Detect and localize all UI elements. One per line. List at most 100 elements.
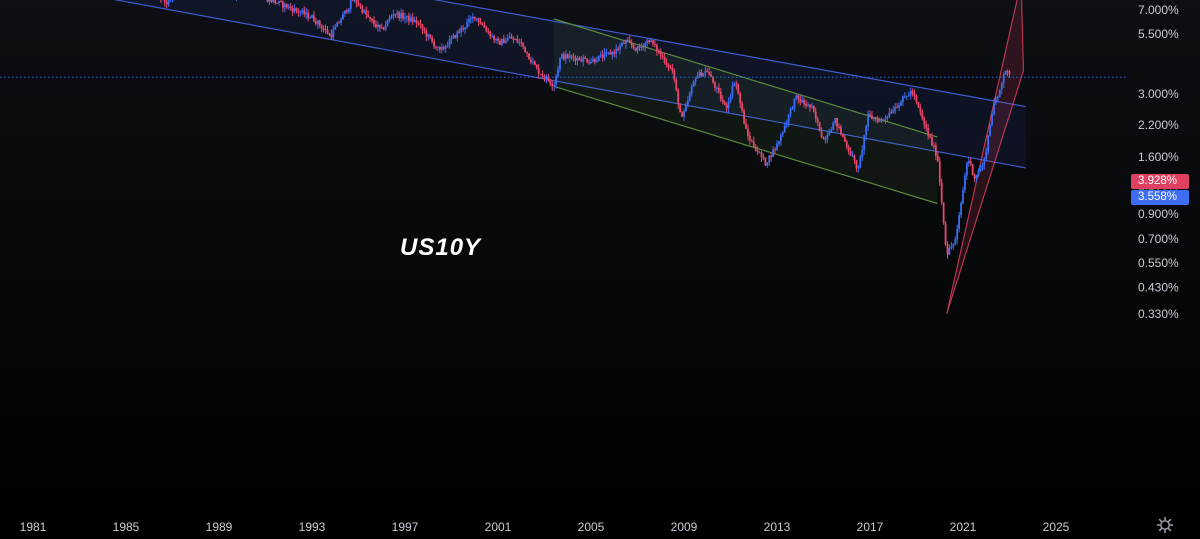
candle-body bbox=[412, 17, 414, 21]
candle-body bbox=[352, 0, 354, 1]
candle-body bbox=[640, 46, 642, 47]
candle-body bbox=[507, 38, 509, 41]
candle-body bbox=[445, 46, 447, 48]
candle-body bbox=[385, 25, 387, 29]
candle-body bbox=[294, 8, 296, 12]
x-tick-label: 2009 bbox=[671, 520, 698, 534]
candle-body bbox=[361, 6, 363, 12]
candle-body bbox=[848, 147, 850, 151]
candle-body bbox=[511, 37, 513, 39]
candle-body bbox=[606, 52, 608, 53]
candle-body bbox=[788, 114, 790, 122]
y-tick-label: 0.330% bbox=[1138, 307, 1179, 321]
candle-body bbox=[515, 39, 517, 40]
symbol-title: US10Y bbox=[400, 234, 481, 262]
candle-body bbox=[286, 4, 288, 8]
candle-body bbox=[604, 53, 606, 58]
candle-up bbox=[954, 236, 956, 245]
candle-body bbox=[472, 17, 474, 19]
candle-body bbox=[485, 28, 487, 31]
candle-body bbox=[797, 95, 799, 98]
candle-body bbox=[272, 0, 274, 2]
candle-body bbox=[394, 14, 396, 15]
candle-body bbox=[658, 52, 660, 53]
candle-body bbox=[408, 16, 410, 22]
candle-body bbox=[267, 0, 269, 2]
candle-body bbox=[635, 48, 637, 51]
candle-body bbox=[648, 40, 650, 42]
candle-body bbox=[910, 91, 912, 96]
candle-body bbox=[869, 114, 871, 116]
candle-body bbox=[321, 26, 323, 29]
candle-body bbox=[416, 20, 418, 23]
candle-body bbox=[761, 152, 763, 157]
candle-body bbox=[536, 65, 538, 68]
candle-body bbox=[642, 46, 644, 47]
candle-body bbox=[947, 245, 949, 255]
candle-body bbox=[398, 12, 400, 18]
candle-body bbox=[423, 29, 425, 31]
candle-body bbox=[931, 137, 933, 145]
candle-body bbox=[619, 46, 621, 49]
candle-body bbox=[164, 0, 166, 2]
candle-body bbox=[830, 130, 832, 133]
candle-body bbox=[329, 34, 331, 35]
candle-body bbox=[664, 57, 666, 63]
candle-body bbox=[714, 83, 716, 88]
candle-body bbox=[598, 56, 600, 61]
candle-body bbox=[381, 27, 383, 28]
candle-body bbox=[832, 123, 834, 130]
candle-body bbox=[561, 54, 563, 58]
y-tick-label: 7.000% bbox=[1138, 3, 1179, 17]
candle-body bbox=[447, 46, 449, 47]
candle-body bbox=[737, 85, 739, 93]
candle-up bbox=[960, 201, 962, 218]
candle-body bbox=[693, 81, 695, 86]
candle-down bbox=[551, 81, 553, 91]
candle-body bbox=[821, 131, 823, 137]
candle-body bbox=[323, 29, 325, 30]
candle-body bbox=[348, 9, 350, 12]
x-tick-label: 1997 bbox=[392, 520, 419, 534]
candle-body bbox=[887, 116, 889, 117]
candle-body bbox=[307, 12, 309, 18]
candle-body bbox=[819, 122, 821, 131]
candle-body bbox=[309, 18, 311, 19]
candle-body bbox=[656, 45, 658, 52]
candle-body bbox=[373, 20, 375, 24]
candle-body bbox=[763, 157, 765, 158]
candle-body bbox=[720, 92, 722, 100]
candle-body bbox=[923, 118, 925, 124]
candle-body bbox=[935, 146, 937, 156]
candle-body bbox=[611, 52, 613, 55]
candle-body bbox=[499, 41, 501, 45]
candle-body bbox=[919, 107, 921, 112]
candle-body bbox=[902, 96, 904, 102]
x-tick-label: 2005 bbox=[578, 520, 605, 534]
candle-body bbox=[660, 52, 662, 56]
candle-body bbox=[650, 40, 652, 42]
candle-body bbox=[929, 136, 931, 138]
candle-body bbox=[1005, 71, 1007, 75]
candle-body bbox=[621, 43, 623, 46]
candle-body bbox=[505, 41, 507, 44]
candle-body bbox=[828, 133, 830, 135]
y-tick-label: 0.900% bbox=[1138, 207, 1179, 221]
gear-icon[interactable] bbox=[1156, 516, 1174, 534]
candle-body bbox=[704, 71, 706, 73]
candle-body bbox=[534, 62, 536, 66]
candle-body bbox=[654, 44, 656, 45]
candle-body bbox=[850, 151, 852, 155]
candle-body bbox=[559, 58, 561, 69]
candle-body bbox=[863, 135, 865, 150]
candle-body bbox=[358, 3, 360, 6]
candle-body bbox=[278, 1, 280, 3]
candle-body bbox=[710, 74, 712, 76]
candle-body bbox=[453, 35, 455, 38]
candle-body bbox=[945, 223, 947, 244]
candle-body bbox=[652, 40, 654, 44]
candle-body bbox=[900, 102, 902, 105]
candle-body bbox=[733, 84, 735, 86]
